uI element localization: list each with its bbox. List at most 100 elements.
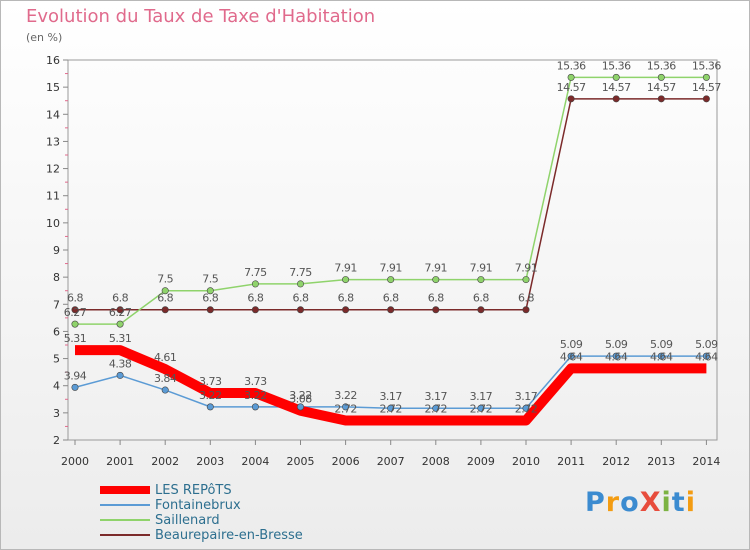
series-point-1 xyxy=(432,404,440,412)
series-point-1 xyxy=(71,383,79,391)
series-point-2 xyxy=(296,280,304,288)
data-label-3: 6.8 xyxy=(428,292,444,305)
data-label-1: 3.22 xyxy=(199,389,222,402)
data-label-2: 15.36 xyxy=(602,59,631,72)
data-label-0: 3.08 xyxy=(289,393,312,406)
data-label-1: 3.84 xyxy=(154,372,177,385)
data-label-1: 3.17 xyxy=(379,390,402,403)
data-label-0: 5.31 xyxy=(64,332,87,345)
data-label-2: 7.75 xyxy=(244,266,267,279)
data-label-1: 5.09 xyxy=(560,338,583,351)
legend-swatch xyxy=(100,534,150,536)
y-tick-label: 2 xyxy=(53,434,60,447)
series-point-3 xyxy=(71,306,79,314)
series-point-3 xyxy=(116,306,124,314)
data-label-3: 6.8 xyxy=(473,292,489,305)
data-label-0: 2.72 xyxy=(425,402,448,415)
series-point-1 xyxy=(702,352,710,360)
y-tick-label: 7 xyxy=(53,298,60,311)
y-tick-label: 14 xyxy=(46,108,60,121)
series-point-1 xyxy=(612,352,620,360)
x-tick-label: 2007 xyxy=(377,455,405,468)
data-label-0: 2.72 xyxy=(379,402,402,415)
series-point-3 xyxy=(657,95,665,103)
series-line-2 xyxy=(75,76,707,325)
proxiti-logo: ProXiti xyxy=(585,487,696,518)
y-tick-label: 3 xyxy=(53,407,60,420)
data-label-2: 7.75 xyxy=(289,266,312,279)
series-point-1 xyxy=(567,352,575,360)
logo-letter: o xyxy=(620,487,640,518)
data-label-2: 7.91 xyxy=(379,262,402,275)
data-label-3: 6.8 xyxy=(247,292,263,305)
legend-label: Fontainebrux xyxy=(155,498,241,513)
series-point-3 xyxy=(161,306,169,314)
data-label-2: 7.91 xyxy=(515,262,538,275)
data-label-0: 4.64 xyxy=(560,350,583,363)
y-tick-label: 13 xyxy=(46,135,60,148)
y-tick-label: 9 xyxy=(53,244,60,257)
y-tick-label: 11 xyxy=(46,190,60,203)
data-label-3: 14.57 xyxy=(557,81,586,94)
data-label-1: 3.17 xyxy=(515,390,538,403)
series-point-3 xyxy=(296,306,304,314)
data-label-2: 7.91 xyxy=(334,262,357,275)
data-label-3: 14.57 xyxy=(602,81,631,94)
chart-series-points xyxy=(71,73,710,412)
chart-data-labels: 5.31 5.31 4.61 3.73 3.73 3.08 2.72 2.72 2.72 2.72… xyxy=(64,59,722,415)
data-label-1: 3.22 xyxy=(289,389,312,402)
data-label-2: 7.91 xyxy=(425,262,448,275)
data-label-3: 6.8 xyxy=(518,292,534,305)
y-tick-label: 15 xyxy=(46,81,60,94)
x-tick-label: 2008 xyxy=(422,455,450,468)
logo-letter: r xyxy=(605,487,621,518)
y-tick-label: 16 xyxy=(46,54,60,67)
series-point-3 xyxy=(522,306,530,314)
series-point-1 xyxy=(206,403,214,411)
data-label-1: 3.17 xyxy=(470,390,493,403)
data-label-1: 3.94 xyxy=(64,369,87,382)
legend-label: Saillenard xyxy=(155,513,220,528)
series-point-3 xyxy=(477,306,485,314)
series-point-2 xyxy=(567,73,575,81)
series-point-2 xyxy=(522,276,530,284)
x-tick-label: 2010 xyxy=(512,455,540,468)
data-label-0: 3.73 xyxy=(199,375,222,388)
legend-label: Beaurepaire-en-Bresse xyxy=(155,528,303,543)
data-label-3: 6.8 xyxy=(338,292,354,305)
data-label-1: 3.22 xyxy=(334,389,357,402)
series-point-3 xyxy=(567,95,575,103)
data-label-3: 14.57 xyxy=(647,81,676,94)
series-point-1 xyxy=(387,404,395,412)
logo-letter: X xyxy=(639,487,662,518)
data-label-2: 7.5 xyxy=(202,273,218,286)
data-label-2: 15.36 xyxy=(557,59,586,72)
series-line-0 xyxy=(75,345,707,426)
data-label-2: 7.5 xyxy=(157,273,173,286)
series-point-3 xyxy=(251,306,259,314)
series-point-2 xyxy=(477,276,485,284)
logo-letter: P xyxy=(585,487,606,518)
series-point-2 xyxy=(657,73,665,81)
series-point-2 xyxy=(251,280,259,288)
series-point-1 xyxy=(161,386,169,394)
data-label-0: 4.64 xyxy=(605,350,628,363)
series-point-2 xyxy=(71,320,79,328)
series-point-2 xyxy=(116,320,124,328)
data-label-1: 4.38 xyxy=(109,357,132,370)
legend-swatch xyxy=(100,486,150,494)
data-label-1: 5.09 xyxy=(695,338,718,351)
data-label-0: 5.31 xyxy=(109,332,132,345)
series-point-3 xyxy=(387,306,395,314)
series-point-1 xyxy=(522,404,530,412)
series-point-1 xyxy=(251,403,259,411)
x-tick-label: 2003 xyxy=(196,455,224,468)
data-label-3: 6.8 xyxy=(112,292,128,305)
y-tick-label: 8 xyxy=(53,271,60,284)
series-point-2 xyxy=(702,73,710,81)
series-point-2 xyxy=(342,276,350,284)
x-tick-label: 2011 xyxy=(557,455,585,468)
series-point-1 xyxy=(342,403,350,411)
data-label-0: 2.72 xyxy=(334,402,357,415)
